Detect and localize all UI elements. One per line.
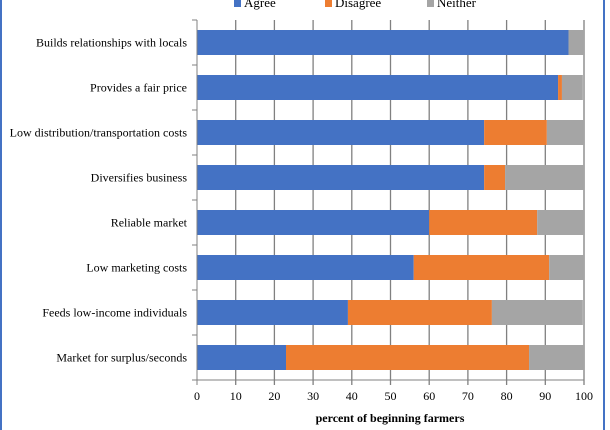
bar-agree-0 [197,30,569,55]
x-axis-title: percent of beginning farmers [316,411,465,425]
bar-disagree-1 [558,75,562,100]
bars [197,30,584,370]
legend-swatch-agree [234,0,241,7]
bar-disagree-7 [286,345,530,370]
legend: Agree Disagree Neither [0,0,610,11]
bar-neither-1 [561,75,583,100]
bar-neither-4 [537,210,584,235]
x-tick-label: 0 [194,389,200,403]
x-tick-label: 10 [230,389,242,403]
bar-disagree-2 [484,120,547,145]
category-label: Builds relationships with locals [36,36,187,50]
bar-neither-5 [549,255,584,280]
legend-item-disagree: Disagree [325,0,381,11]
bar-agree-1 [197,75,559,100]
legend-label-disagree: Disagree [335,0,382,10]
x-tick-label: 50 [385,389,397,403]
x-tick-label: 40 [346,389,358,403]
bar-neither-7 [529,345,584,370]
bar-agree-7 [197,345,287,370]
category-label: Diversifies business [91,171,188,185]
bar-neither-0 [568,30,584,55]
bar-agree-2 [197,120,485,145]
bar-neither-3 [505,165,584,190]
x-tick-label: 90 [539,389,551,403]
category-label: Market for surplus/seconds [56,351,187,365]
axes [192,19,584,385]
legend-label-agree: Agree [244,0,276,10]
bar-disagree-6 [347,300,492,325]
bar-agree-6 [197,300,348,325]
x-tick-label: 30 [307,389,319,403]
category-label: Reliable market [111,216,188,230]
bar-agree-3 [197,165,485,190]
bar-disagree-4 [429,210,538,235]
bar-disagree-3 [484,165,506,190]
category-label: Low marketing costs [86,261,187,275]
bar-neither-6 [491,300,583,325]
category-label: Low distribution/transportation costs [10,126,188,140]
legend-item-neither: Neither [427,0,476,11]
legend-label-neither: Neither [437,0,476,10]
legend-swatch-disagree [325,0,332,7]
x-tick-label: 80 [501,389,513,403]
legend-swatch-neither [427,0,434,7]
category-label: Feeds low-income individuals [42,306,187,320]
x-tick-label: 20 [268,389,280,403]
bar-disagree-5 [413,255,550,280]
category-label: Provides a fair price [90,81,187,95]
x-tick-label: 100 [575,389,593,403]
labels: 0 10 20 30 40 50 60 70 80 90 100 Builds relationshi… [10,36,593,404]
gridlines [235,20,585,385]
x-tick-label: 70 [462,389,474,403]
bar-neither-2 [546,120,584,145]
bar-agree-4 [197,210,430,235]
bar-agree-5 [197,255,414,280]
x-tick-label: 60 [423,389,435,403]
legend-item-agree: Agree [234,0,276,11]
